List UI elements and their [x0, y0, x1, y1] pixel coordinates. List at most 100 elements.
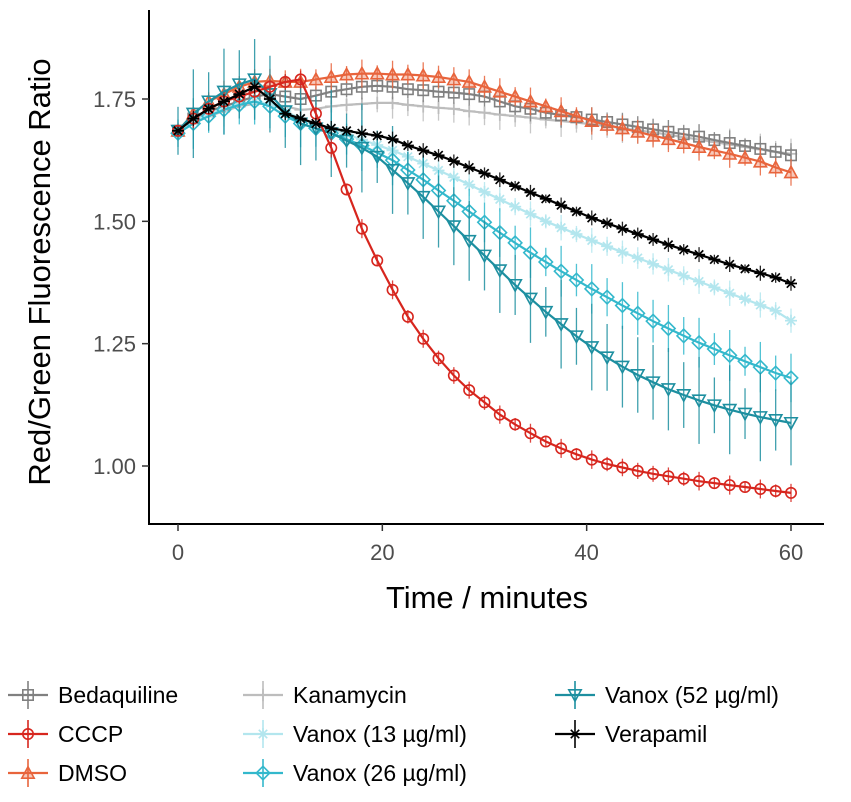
data-point: [432, 101, 445, 115]
data-point: [767, 365, 784, 381]
data-point: [279, 108, 292, 119]
data-point: [737, 407, 753, 422]
data-point: [522, 292, 539, 307]
data-point: [614, 297, 631, 314]
data-point: [354, 65, 370, 80]
data-point: [677, 472, 690, 485]
data-point: [339, 66, 355, 81]
data-point: [478, 185, 491, 198]
data-point: [614, 360, 630, 375]
data-point: [555, 200, 568, 210]
data-point: [463, 162, 476, 173]
data-point: [216, 85, 232, 100]
data-point: [294, 73, 307, 86]
data-point: [737, 149, 753, 164]
data-point: [585, 453, 598, 466]
data-point: [693, 275, 706, 288]
data-point: [325, 141, 338, 154]
data-point: [677, 244, 690, 255]
data-point: [616, 223, 629, 234]
data-point: [660, 320, 677, 337]
legend-key-marker: [21, 727, 34, 740]
data-point: [568, 272, 585, 288]
data-point: [430, 205, 447, 220]
data-point: [446, 71, 462, 86]
data-point: [675, 328, 692, 344]
data-point: [462, 105, 476, 118]
data-point: [662, 263, 675, 276]
data-point: [461, 73, 477, 88]
data-point: [785, 314, 797, 327]
data-point: [708, 477, 721, 490]
legend-label: Bedaquiline: [58, 682, 178, 708]
legend-label: CCCP: [58, 721, 123, 747]
data-point: [539, 215, 552, 228]
data-point: [308, 71, 324, 86]
data-point: [568, 108, 584, 123]
data-point: [614, 120, 630, 135]
data-point: [584, 341, 600, 355]
data-point: [568, 330, 584, 345]
plot-area: [170, 39, 799, 503]
legend-label: Verapamil: [605, 721, 707, 747]
data-point: [645, 376, 661, 391]
data-point: [631, 252, 644, 265]
data-point: [509, 418, 522, 431]
data-point: [447, 369, 460, 382]
data-point: [447, 156, 460, 166]
data-point: [476, 249, 493, 264]
data-point: [553, 318, 569, 332]
legend-label: DMSO: [58, 760, 127, 786]
y-tick-label: 1.00: [93, 454, 136, 479]
legend-item-vanox-52-g-ml: Vanox (52 µg/ml): [555, 681, 779, 709]
legend-item-vanox-26-g-ml: Vanox (26 µg/ml): [243, 759, 467, 787]
data-point: [202, 103, 215, 114]
legend-key-marker: [256, 688, 270, 702]
data-point: [599, 117, 615, 131]
data-point: [722, 403, 738, 418]
y-axis-title: Red/Green Fluorescence Ratio: [22, 58, 57, 485]
data-point: [522, 93, 539, 108]
data-point: [386, 283, 399, 296]
data-point: [279, 75, 292, 88]
data-point: [647, 257, 660, 270]
data-point: [340, 98, 353, 112]
data-point: [371, 96, 384, 110]
legend-label: Vanox (26 µg/ml): [293, 760, 467, 786]
data-point: [555, 442, 568, 455]
data-point: [263, 80, 276, 93]
data-point: [231, 78, 247, 93]
data-point: [706, 142, 722, 157]
data-point: [769, 484, 782, 497]
data-point: [539, 194, 552, 204]
data-point: [601, 218, 614, 229]
data-point: [386, 134, 399, 144]
data-point: [630, 368, 646, 383]
series-verapamil: [172, 79, 797, 291]
data-point: [385, 163, 401, 178]
legend-key-marker: [20, 765, 36, 780]
data-point: [706, 341, 723, 357]
data-point: [677, 269, 690, 282]
data-point: [570, 448, 583, 461]
data-point: [585, 234, 598, 247]
legend-item-bedaquiline: Bedaquiline: [8, 681, 178, 709]
data-point: [478, 168, 491, 179]
series-vanox-52-g-ml: [170, 39, 799, 466]
data-point: [768, 414, 784, 428]
data-point: [401, 310, 414, 323]
data-point: [584, 113, 600, 128]
data-point: [631, 464, 644, 477]
data-point: [783, 164, 799, 179]
data-point: [371, 254, 384, 267]
data-point: [676, 135, 692, 150]
data-point: [645, 127, 661, 142]
data-point: [492, 83, 508, 98]
data-point: [432, 352, 445, 365]
data-point: [601, 458, 614, 471]
data-point: [768, 159, 784, 174]
data-point: [691, 394, 707, 409]
data-point: [616, 246, 629, 259]
data-point: [401, 140, 414, 151]
